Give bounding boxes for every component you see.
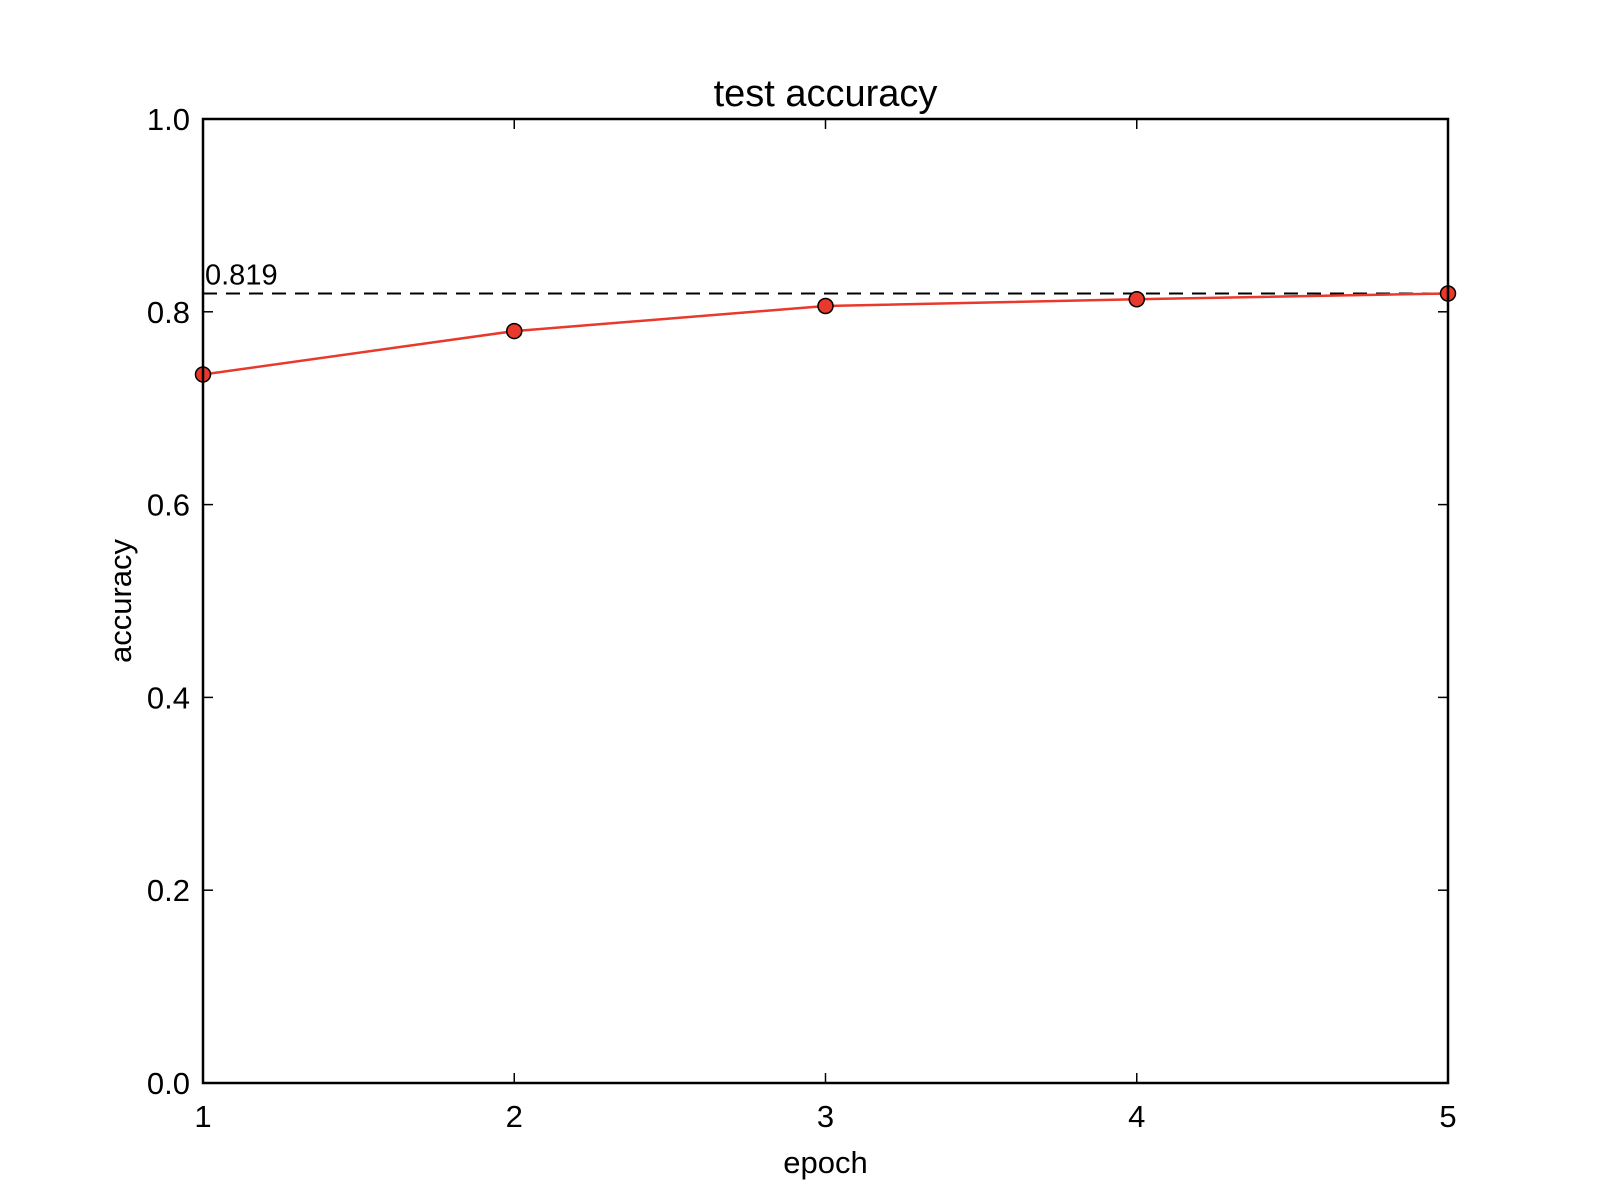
data-point — [817, 297, 834, 315]
data-point — [1128, 291, 1145, 308]
y-tick-label: 0.4 — [147, 680, 190, 715]
data-point — [506, 322, 523, 340]
plot-area: 1 2 3 4 5 0.0 0.2 0.4 0.6 0.8 1.0 0.819 — [147, 102, 1457, 1134]
chart-title: test accuracy — [714, 73, 938, 115]
x-tick-label: 3 — [817, 1099, 834, 1134]
x-tick-label: 4 — [1128, 1099, 1145, 1134]
axes-frame — [201, 117, 1450, 1085]
y-tick-label: 0.8 — [147, 295, 190, 330]
y-tick-label: 0.2 — [147, 873, 190, 908]
x-axis-label: epoch — [783, 1145, 867, 1180]
x-tick-label: 5 — [1439, 1099, 1456, 1134]
x-tick-label: 2 — [506, 1099, 523, 1134]
x-tick-label: 1 — [194, 1099, 211, 1134]
y-axis-label: accuracy — [103, 538, 138, 663]
y-tick-label: 0.6 — [147, 488, 190, 523]
y-tick-label: 1.0 — [147, 102, 190, 137]
y-tick-label: 0.0 — [147, 1066, 190, 1101]
reference-line-label: 0.819 — [205, 259, 278, 291]
